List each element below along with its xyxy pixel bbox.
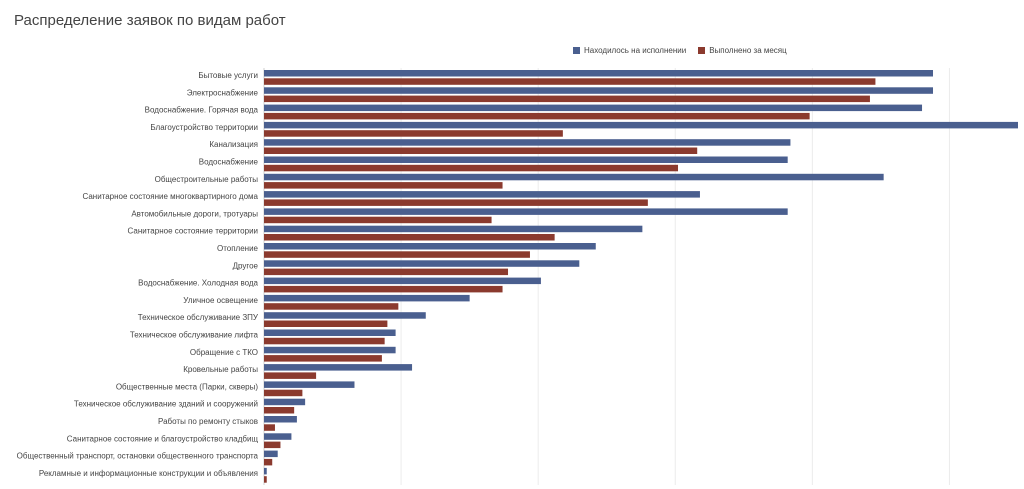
category-label: Водоснабжение bbox=[199, 158, 259, 167]
bar-in-progress[interactable] bbox=[264, 87, 934, 94]
bar-completed[interactable] bbox=[264, 389, 303, 397]
bar-in-progress[interactable] bbox=[264, 277, 541, 285]
category-label: Другое bbox=[233, 261, 259, 270]
bar-in-progress[interactable] bbox=[264, 381, 355, 388]
bar-in-progress[interactable] bbox=[264, 243, 596, 250]
bar-in-progress[interactable] bbox=[264, 450, 278, 458]
bar-completed[interactable] bbox=[264, 355, 382, 362]
bar-completed[interactable] bbox=[264, 182, 503, 189]
bar-completed[interactable] bbox=[264, 424, 275, 431]
bar-completed[interactable] bbox=[264, 285, 503, 293]
legend-swatch-in-progress bbox=[573, 47, 580, 54]
category-label: Общественный транспорт, остановки общест… bbox=[17, 452, 259, 461]
bar-in-progress[interactable] bbox=[264, 208, 788, 215]
bar-completed[interactable] bbox=[264, 216, 492, 224]
category-label: Техническое обслуживание лифта bbox=[130, 331, 259, 340]
chart-legend: Находилось на исполнении Выполнено за ме… bbox=[573, 46, 799, 55]
bar-completed[interactable] bbox=[264, 130, 563, 137]
category-label: Рекламные и информационные конструкции и… bbox=[39, 469, 258, 478]
category-label: Электроснабжение bbox=[187, 88, 259, 97]
bar-completed[interactable] bbox=[264, 268, 509, 276]
category-label: Уличное освещение bbox=[183, 296, 258, 305]
category-label: Канализация bbox=[209, 140, 258, 149]
bar-completed[interactable] bbox=[264, 458, 273, 466]
chart-title: Распределение заявок по видам работ bbox=[14, 12, 286, 29]
bar-in-progress[interactable] bbox=[264, 364, 413, 371]
category-label: Бытовые услуги bbox=[198, 71, 258, 80]
bar-completed[interactable] bbox=[264, 441, 281, 449]
bar-completed[interactable] bbox=[264, 164, 679, 172]
bar-in-progress[interactable] bbox=[264, 121, 1018, 129]
category-label: Санитарное состояние и благоустройство к… bbox=[67, 434, 259, 443]
bar-completed[interactable] bbox=[264, 476, 267, 483]
category-label: Техническое обслуживание зданий и сооруж… bbox=[74, 400, 258, 409]
bar-in-progress[interactable] bbox=[264, 191, 700, 198]
bar-in-progress[interactable] bbox=[264, 433, 292, 440]
bar-completed[interactable] bbox=[264, 303, 399, 310]
bar-completed[interactable] bbox=[264, 199, 648, 206]
category-label: Санитарное состояние многоквартирного до… bbox=[82, 192, 258, 201]
bar-in-progress[interactable] bbox=[264, 398, 306, 406]
bar-in-progress[interactable] bbox=[264, 467, 267, 475]
category-label: Общественные места (Парки, скверы) bbox=[116, 382, 259, 391]
category-label: Водоснабжение. Холодная вода bbox=[138, 279, 258, 288]
legend-item-completed[interactable]: Выполнено за месяц bbox=[698, 46, 787, 55]
bar-completed[interactable] bbox=[264, 372, 317, 379]
legend-swatch-completed bbox=[698, 47, 706, 54]
bar-completed[interactable] bbox=[264, 234, 555, 241]
bar-in-progress[interactable] bbox=[264, 346, 396, 354]
category-label: Благоустройство территории bbox=[150, 123, 258, 132]
bar-in-progress[interactable] bbox=[264, 260, 580, 267]
bar-in-progress[interactable] bbox=[264, 104, 923, 112]
category-label: Кровельные работы bbox=[183, 365, 258, 374]
bar-in-progress[interactable] bbox=[264, 139, 791, 146]
bar-in-progress[interactable] bbox=[264, 312, 426, 319]
legend-label-in-progress: Находилось на исполнении bbox=[584, 46, 687, 55]
bar-in-progress[interactable] bbox=[264, 70, 934, 77]
category-label: Отопление bbox=[217, 244, 259, 253]
category-label: Техническое обслуживание ЗПУ bbox=[138, 313, 259, 322]
bar-in-progress[interactable] bbox=[264, 156, 788, 164]
category-label: Водоснабжение. Горячая вода bbox=[145, 106, 259, 115]
bar-completed[interactable] bbox=[264, 112, 810, 120]
bar-in-progress[interactable] bbox=[264, 416, 297, 423]
legend-item-in-progress[interactable]: Находилось на исполнении bbox=[573, 46, 686, 55]
bar-completed[interactable] bbox=[264, 251, 530, 258]
category-label: Санитарное состояние территории bbox=[128, 227, 258, 236]
bar-completed[interactable] bbox=[264, 78, 876, 85]
bar-completed[interactable] bbox=[264, 407, 295, 414]
bar-in-progress[interactable] bbox=[264, 173, 884, 181]
bar-in-progress[interactable] bbox=[264, 329, 396, 337]
category-label: Работы по ремонту стыков bbox=[158, 417, 258, 426]
category-label: Обращение с ТКО bbox=[190, 348, 258, 357]
bar-in-progress[interactable] bbox=[264, 225, 643, 233]
bar-completed[interactable] bbox=[264, 95, 870, 103]
bar-in-progress[interactable] bbox=[264, 294, 470, 302]
bar-completed[interactable] bbox=[264, 320, 388, 328]
legend-label-completed: Выполнено за месяц bbox=[709, 46, 787, 55]
bar-completed[interactable] bbox=[264, 337, 385, 345]
category-label: Автомобильные дороги, тротуары bbox=[131, 209, 258, 218]
bar-completed[interactable] bbox=[264, 147, 698, 155]
category-label: Общестроительные работы bbox=[155, 175, 259, 184]
